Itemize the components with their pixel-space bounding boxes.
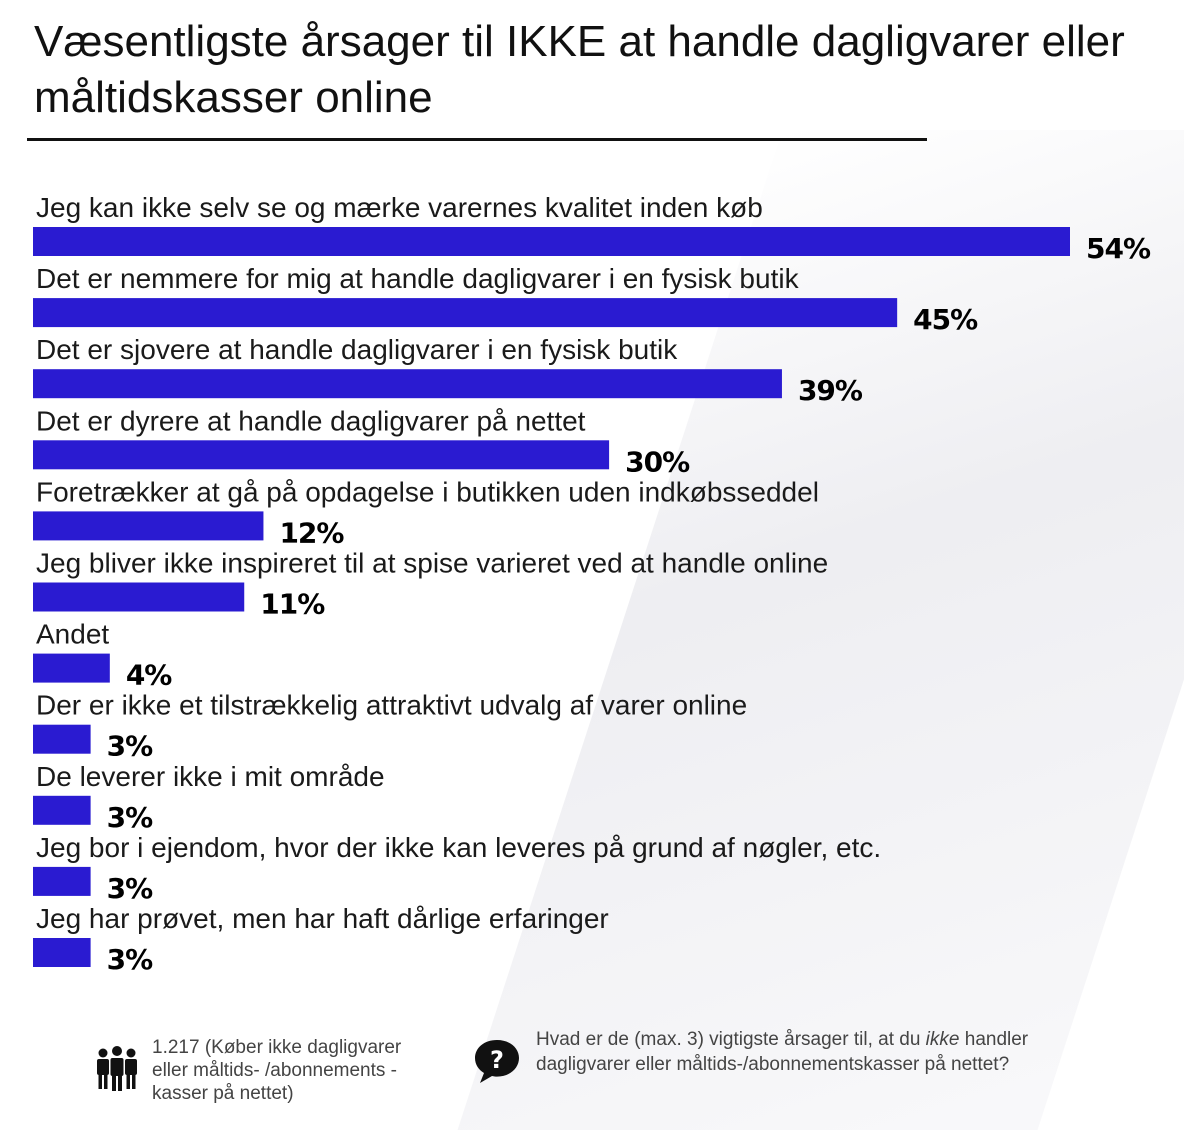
survey-question: Hvad er de (max. 3) vigtigste årsager ti…	[536, 1027, 1076, 1077]
title-underline	[27, 138, 927, 141]
bar	[33, 795, 91, 825]
question-chat-icon: ?	[475, 1040, 519, 1083]
value-label: 3%	[107, 943, 153, 976]
category-label: Jeg kan ikke selv se og mærke varernes k…	[36, 192, 763, 223]
category-label: Der er ikke et tilstrækkelig attraktivt …	[36, 690, 747, 721]
category-label: Det er dyrere at handle dagligvarer på n…	[36, 405, 586, 436]
question-text-end: handler dagligvarer eller måltids-/abonn…	[536, 1029, 1029, 1075]
value-label: 30%	[625, 445, 690, 478]
category-label: Det er nemmere for mig at handle dagligv…	[36, 263, 800, 294]
category-label: Jeg har prøvet, men har haft dårlige erf…	[36, 903, 609, 934]
svg-text:?: ?	[490, 1046, 504, 1074]
bar	[33, 653, 110, 683]
value-label: 11%	[260, 588, 325, 621]
bar	[33, 511, 264, 541]
category-label: Andet	[36, 619, 109, 650]
value-label: 3%	[107, 872, 153, 905]
bar	[33, 227, 1070, 256]
bar	[33, 938, 91, 967]
bar	[33, 298, 898, 328]
bar-chart: Jeg kan ikke selv se og mærke varernes k…	[33, 192, 1152, 976]
category-label: Det er sjovere at handle dagligvarer i e…	[36, 334, 678, 365]
bar	[33, 724, 91, 754]
value-label: 54%	[1086, 232, 1151, 265]
value-label: 3%	[107, 730, 153, 763]
bar	[33, 440, 610, 470]
value-label: 12%	[279, 516, 344, 549]
category-label: Jeg bor i ejendom, hvor der ikke kan lev…	[36, 832, 881, 863]
bar	[33, 866, 91, 896]
value-label: 3%	[107, 801, 153, 834]
value-label: 4%	[126, 659, 172, 692]
bar	[33, 582, 245, 612]
sample-size-note: 1.217 (Køber ikke dagligvarer eller målt…	[152, 1037, 402, 1104]
value-label: 39%	[798, 374, 863, 407]
people-icon	[97, 1046, 137, 1091]
question-text-start: Hvad er de (max. 3) vigtigste årsager ti…	[536, 1029, 926, 1050]
question-emphasis: ikke	[925, 1029, 960, 1050]
category-label: Foretrækker at gå på opdagelse i butikke…	[36, 476, 819, 507]
bar	[33, 369, 782, 399]
category-label: De leverer ikke i mit område	[36, 761, 385, 792]
value-label: 45%	[913, 303, 978, 336]
chart-title: Væsentligste årsager til IKKE at handle …	[34, 17, 1125, 122]
category-label: Jeg bliver ikke inspireret til at spise …	[36, 548, 828, 579]
